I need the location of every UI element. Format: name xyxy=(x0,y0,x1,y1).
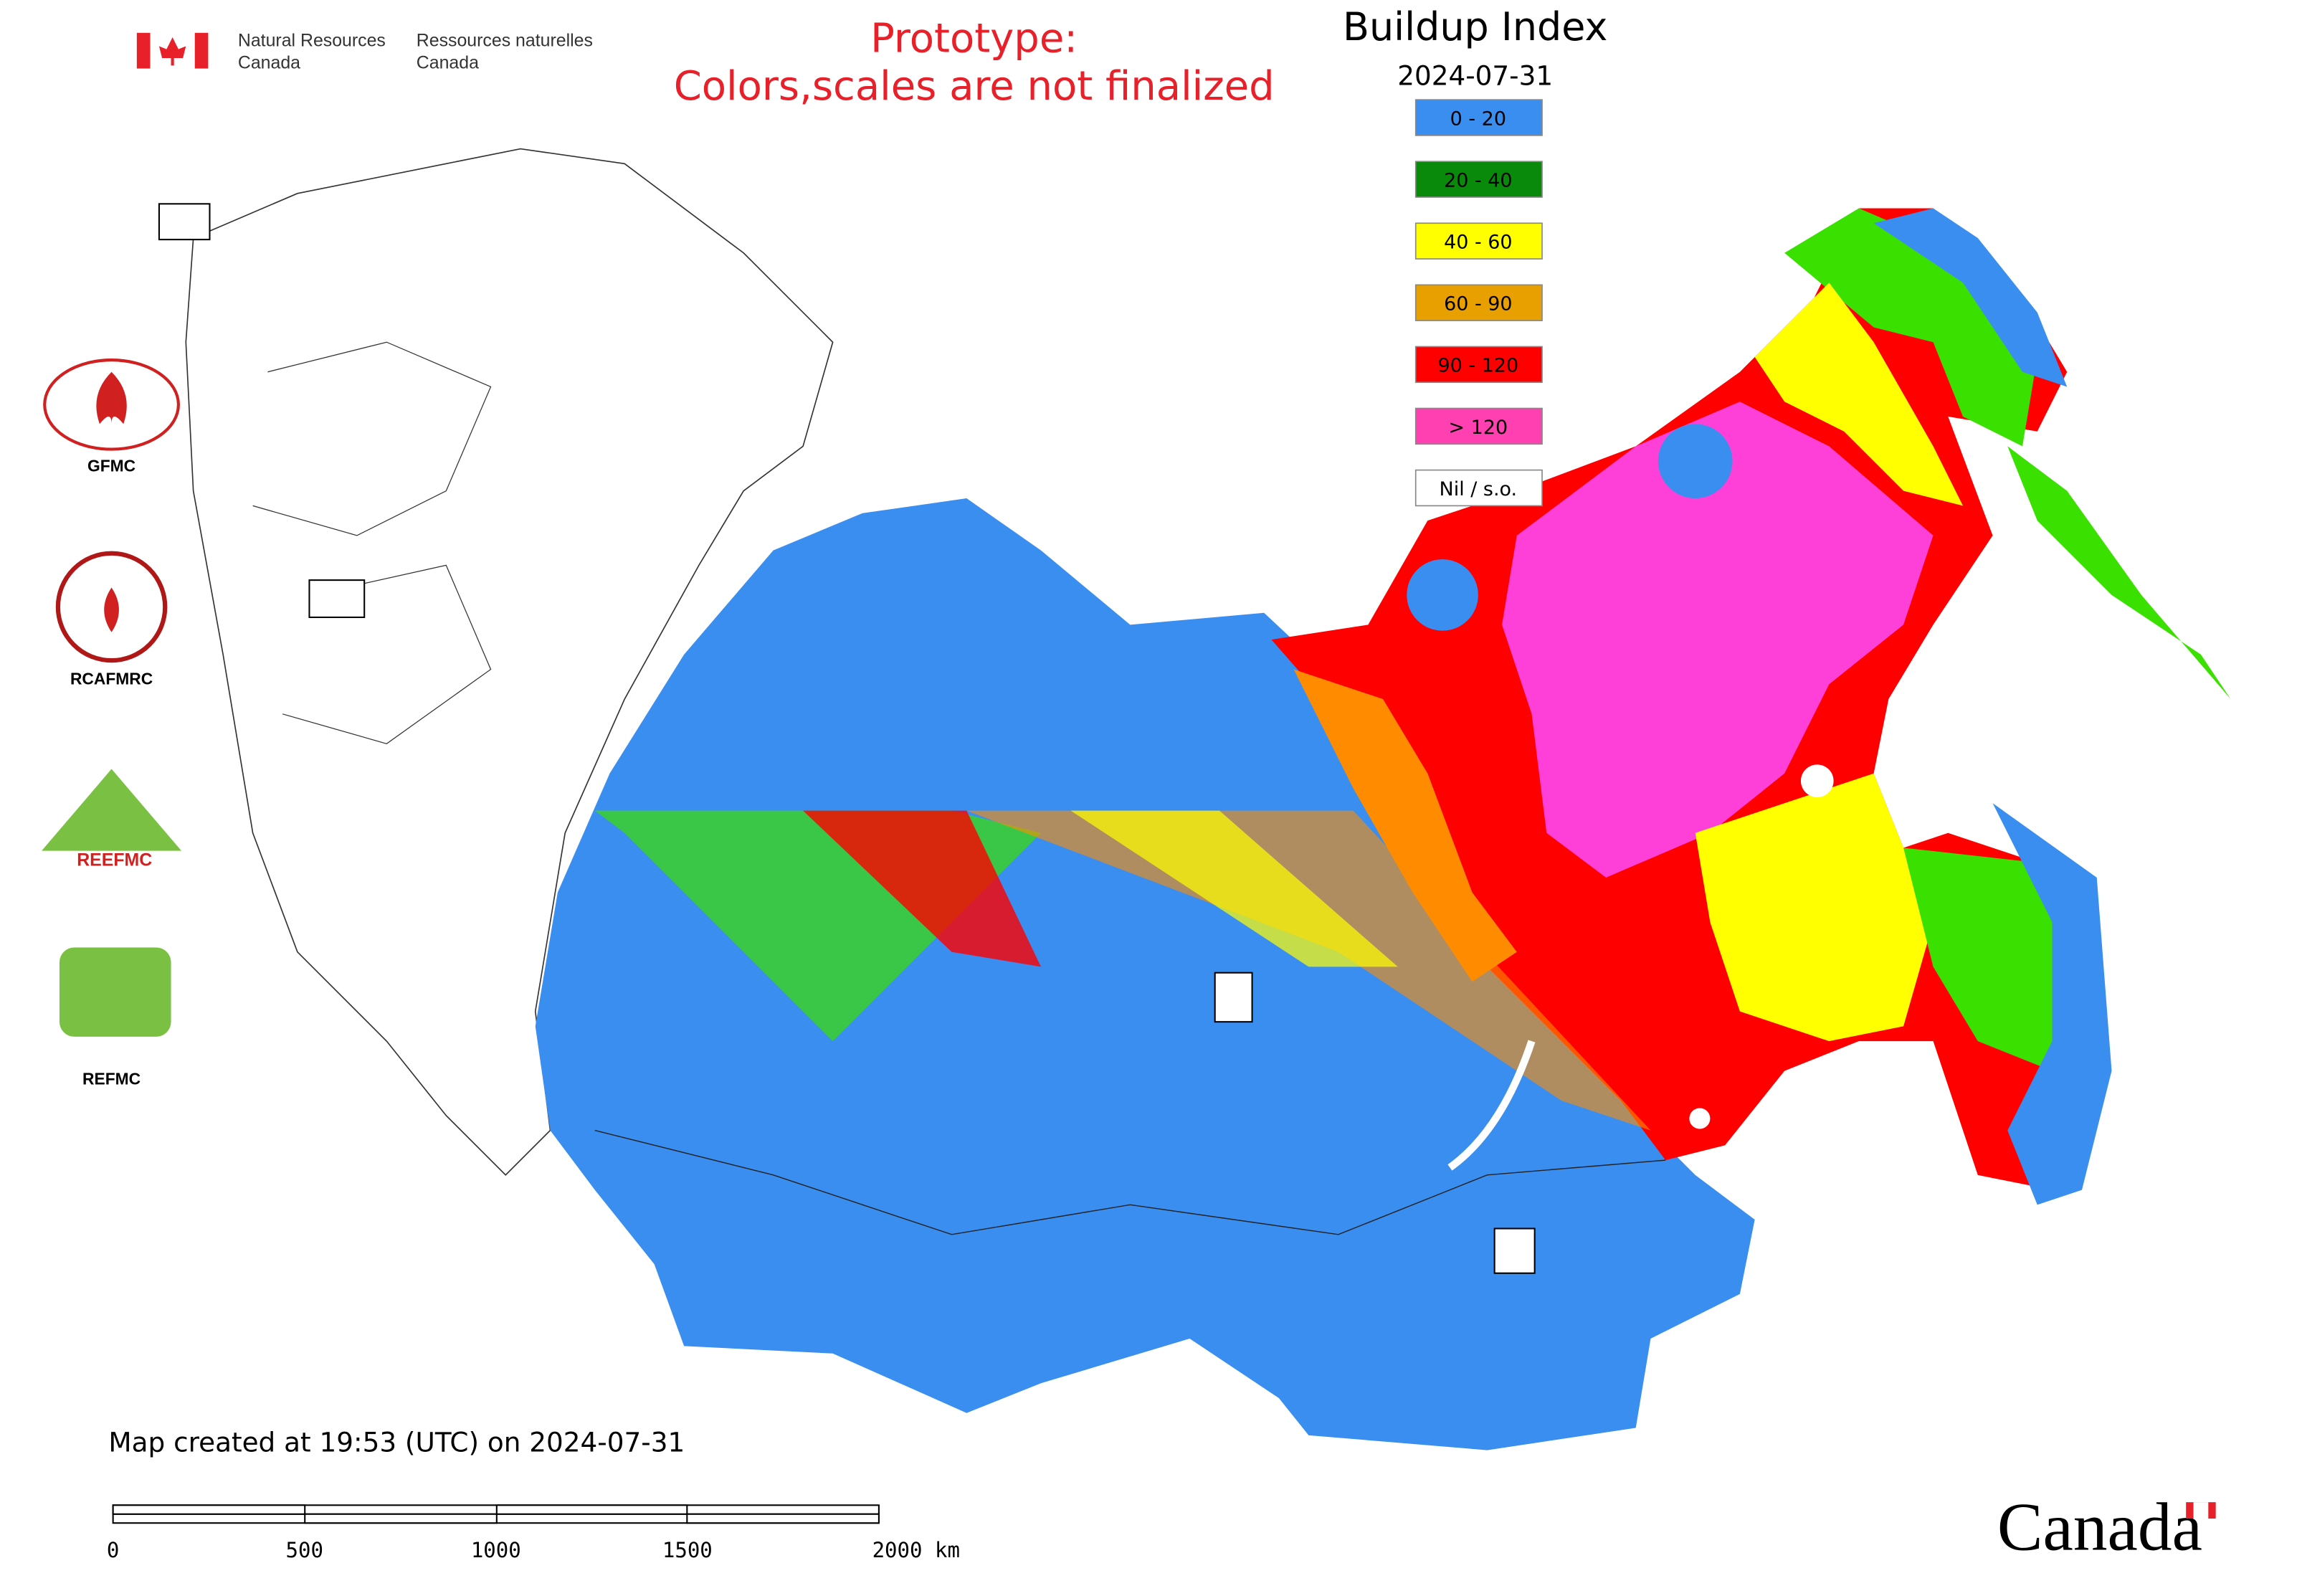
center-label: REFMC xyxy=(82,1069,141,1088)
legend-swatch xyxy=(1414,469,1543,507)
org-en: Natural Resources xyxy=(238,30,386,50)
legend-label: 90 - 120 xyxy=(1438,355,1519,377)
legend: 0 - 20 20 - 40 40 - 60 60 - 90 90 - 120 > 120… xyxy=(1414,99,1543,507)
center-logos: GFMC RCAFMRC REEFMC REFMC xyxy=(42,203,1536,1274)
legend-swatch xyxy=(1414,346,1543,384)
legend-swatch xyxy=(1414,99,1543,136)
legend-label: 20 - 40 xyxy=(1444,169,1512,191)
scale-label: 500 xyxy=(285,1538,323,1562)
org-fr: Canada xyxy=(417,53,479,73)
org-fr: Ressources naturelles xyxy=(417,30,593,50)
map-date: 2024-07-31 xyxy=(1397,60,1553,91)
center-label: RCAFMRC xyxy=(70,669,153,688)
reefmc-logo: REEFMC xyxy=(77,850,152,870)
notice: Prototype: xyxy=(870,16,1078,62)
legend-label: Nil / s.o. xyxy=(1440,478,1518,500)
legend-label: 0 - 20 xyxy=(1450,108,1506,130)
org-en: Canada xyxy=(238,53,300,73)
created-note: Map created at 19:53 (UTC) on 2024-07-31 xyxy=(108,1427,685,1458)
legend-label: > 120 xyxy=(1449,417,1508,439)
scale-bar: 0 500 1000 1500 2000 km xyxy=(107,1504,960,1562)
canada-wordmark: Canada xyxy=(1997,1489,2202,1565)
scale-label: 1000 xyxy=(471,1538,521,1562)
scale-label: 2000 km xyxy=(872,1538,960,1562)
legend-swatch xyxy=(1414,407,1543,445)
legend-swatch xyxy=(1414,161,1543,198)
legend-label: 60 - 90 xyxy=(1444,293,1512,315)
map xyxy=(185,148,2231,1450)
scale-label: 1500 xyxy=(662,1538,713,1562)
nrcan-header: Natural Resources Canada Ressources natu… xyxy=(136,30,593,73)
map-title: Buildup Index xyxy=(1343,4,1607,49)
legend-swatch xyxy=(1414,284,1543,321)
center-label: GFMC xyxy=(87,457,135,475)
legend-swatch xyxy=(1414,222,1543,260)
scale-label: 0 xyxy=(107,1538,119,1562)
legend-label: 40 - 60 xyxy=(1444,232,1512,254)
notice: Colors,scales are not finalized xyxy=(674,63,1275,110)
